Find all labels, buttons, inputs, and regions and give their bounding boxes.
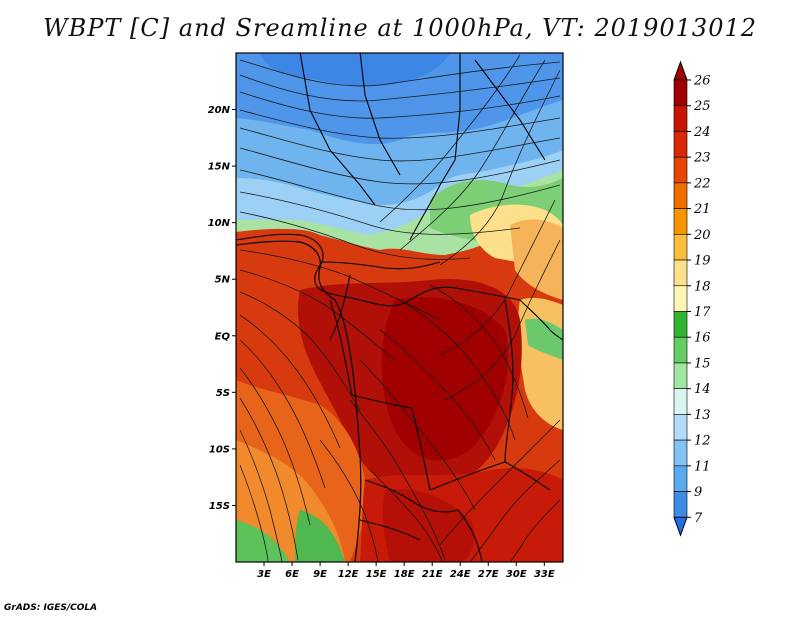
- colorbar-label: 24: [693, 125, 711, 140]
- colorbar-label: 17: [694, 305, 711, 320]
- chart-title: WBPT [C] and Sreamline at 1000hPa, VT: 2…: [42, 14, 758, 42]
- colorbar-bottom-arrow: [673, 516, 688, 537]
- lon-tick-label: 9E: [313, 569, 327, 580]
- lat-tick-label: EQ: [215, 331, 231, 342]
- colorbar-swatch: [673, 234, 688, 261]
- lat-tick-label: 5N: [215, 275, 231, 286]
- lat-tick-label: 15N: [208, 162, 231, 173]
- lat-tick-label: 20N: [208, 105, 231, 116]
- colorbar-swatch: [673, 182, 688, 209]
- colorbar-label: 18: [694, 279, 711, 294]
- colorbar-label: 16: [694, 331, 711, 346]
- colorbar-label: 15: [694, 356, 711, 371]
- lon-tick-label: 3E: [257, 569, 271, 580]
- lon-tick-label: 27E: [478, 569, 499, 580]
- colorbar-label: 23: [693, 151, 711, 166]
- colorbar-label: 13: [694, 408, 711, 423]
- colorbar-swatch: [673, 105, 688, 132]
- lon-tick-label: 21E: [422, 569, 443, 580]
- colorbar-label: 26: [693, 74, 711, 89]
- lon-tick-label: 18E: [394, 569, 415, 580]
- wbpt-field: [236, 53, 563, 562]
- country-borders: [236, 53, 563, 562]
- colorbar-label: 7: [694, 511, 703, 526]
- lat-tick-label: 15S: [209, 501, 230, 512]
- grads-credit: GrADS: IGES/COLA: [4, 603, 98, 613]
- colorbar-swatch: [673, 259, 688, 287]
- lon-tick-label: 6E: [285, 569, 299, 580]
- colorbar-swatch: [673, 311, 688, 338]
- colorbar-swatch: [673, 156, 688, 184]
- colorbar-swatch: [673, 465, 688, 492]
- colorbar-top-arrow: [673, 60, 688, 81]
- colorbar-label: 12: [694, 434, 711, 449]
- longitude-axis: 3E 6E 9E 12E 15E 18E 21E 24E 27E 30E 33E: [257, 562, 555, 580]
- colorbar-swatch: [673, 388, 688, 415]
- colorbar-label: 9: [694, 485, 702, 500]
- colorbar-label: 25: [693, 99, 711, 114]
- lat-tick-label: 5S: [216, 388, 230, 399]
- colorbar-swatch: [673, 491, 688, 518]
- lat-tick-label: 10S: [209, 444, 230, 455]
- colorbar-swatch: [673, 362, 688, 389]
- coastline: [236, 240, 362, 562]
- colorbar-swatch: [673, 336, 688, 364]
- colorbar: 26 25 24 23 22 21 20 19 18 17 16 15 14 13 12 11 9 7: [673, 60, 711, 537]
- colorbar-swatch: [673, 79, 688, 107]
- streamlines: [239, 54, 561, 562]
- lon-tick-label: 24E: [450, 569, 471, 580]
- colorbar-label: 19: [694, 254, 711, 269]
- lon-tick-label: 12E: [338, 569, 359, 580]
- latitude-axis: 20N 15N 10N 5N EQ 5S 10S 15S: [208, 105, 236, 512]
- map-frame: [235, 52, 564, 563]
- colorbar-label: 22: [693, 176, 711, 191]
- lon-tick-label: 33E: [534, 569, 555, 580]
- lat-tick-label: 10N: [208, 218, 231, 229]
- lon-tick-label: 15E: [366, 569, 387, 580]
- colorbar-swatch: [673, 285, 688, 312]
- colorbar-label: 20: [693, 228, 711, 243]
- lon-tick-label: 30E: [506, 569, 527, 580]
- colorbar-swatch: [673, 439, 688, 467]
- colorbar-swatch: [673, 208, 688, 235]
- colorbar-swatch: [673, 131, 688, 158]
- colorbar-label: 14: [694, 382, 711, 397]
- colorbar-label: 11: [694, 459, 711, 474]
- colorbar-swatch: [673, 414, 688, 441]
- colorbar-label: 21: [693, 202, 711, 217]
